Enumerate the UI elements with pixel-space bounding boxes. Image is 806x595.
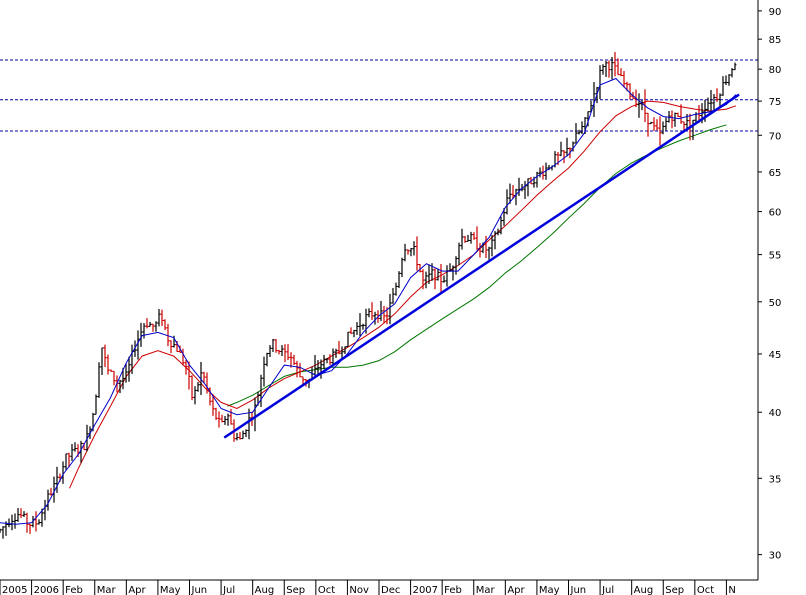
x-tick-label-13: 2007	[413, 585, 438, 595]
medium-ma-line	[69, 100, 737, 489]
horizontal-reference-lines	[0, 59, 758, 132]
trendline	[223, 93, 740, 439]
x-tick-label-6: Jun	[191, 585, 208, 595]
y-tick-label-55: 55	[769, 251, 782, 262]
x-tick-label-17: May	[539, 585, 560, 595]
long-ma-line	[227, 124, 727, 407]
x-axis-ticks: 2005 2006 Feb Mar Apr May Jun Jul Aug Sep Oct Nov De…	[0, 580, 736, 595]
x-tick-label-8: Aug	[255, 585, 275, 595]
x-tick-label-22: Oct	[697, 585, 714, 595]
long-moving-average	[227, 124, 727, 407]
y-tick-label-80: 80	[769, 65, 782, 76]
x-tick-label-15: Mar	[476, 585, 496, 595]
x-tick-label-23: N	[728, 585, 735, 595]
medium-moving-average	[69, 100, 737, 489]
x-tick-label-14: Feb	[444, 585, 462, 595]
y-tick-label-50: 50	[769, 298, 782, 309]
x-tick-label-18: Jun	[570, 585, 587, 595]
x-tick-label-12: Dec	[381, 585, 400, 595]
x-tick-label-0: 2005	[2, 585, 27, 595]
short-moving-average	[0, 77, 737, 525]
x-tick-label-2: Feb	[65, 585, 83, 595]
x-tick-label-3: Mar	[97, 585, 117, 595]
y-tick-label-40: 40	[769, 408, 782, 419]
x-tick-label-21: Sep	[665, 585, 684, 595]
x-tick-label-11: Nov	[349, 585, 369, 595]
y-tick-label-90: 90	[769, 7, 782, 18]
x-tick-label-19: Jul	[601, 585, 614, 595]
x-tick-label-5: May	[160, 585, 181, 595]
x-tick-label-9: Sep	[286, 585, 305, 595]
x-tick-label-16: Apr	[507, 585, 525, 595]
x-tick-label-4: Apr	[128, 585, 146, 595]
x-tick-label-20: Aug	[634, 585, 654, 595]
y-tick-label-65: 65	[769, 168, 782, 179]
y-tick-label-75: 75	[769, 97, 782, 108]
y-tick-label-85: 85	[769, 35, 782, 46]
y-tick-label-70: 70	[769, 131, 782, 142]
short-ma-line	[0, 77, 737, 525]
y-tick-label-30: 30	[769, 551, 782, 562]
y-tick-label-45: 45	[769, 350, 782, 361]
y-axis-ticks: 30 35 40 45 50 55 60 65 70 75 80 85 90	[758, 7, 781, 562]
x-tick-label-7: Jul	[222, 585, 235, 595]
x-tick-label-10: Oct	[318, 585, 335, 595]
trendline-segment	[223, 93, 740, 439]
x-tick-label-1: 2006	[34, 585, 59, 595]
y-tick-label-35: 35	[769, 474, 782, 485]
y-tick-label-60: 60	[769, 208, 782, 219]
